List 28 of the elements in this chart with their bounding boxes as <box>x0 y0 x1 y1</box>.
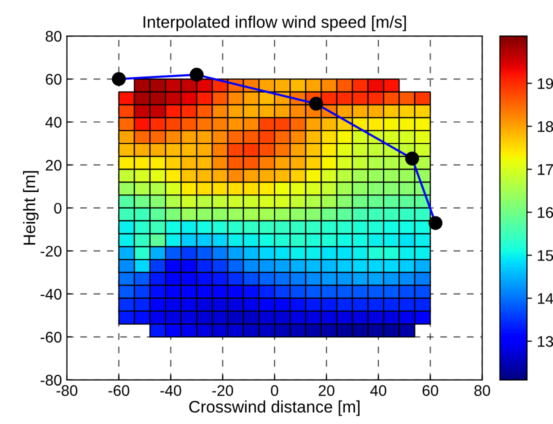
color-bar-label: 14 <box>538 293 553 304</box>
x-tick-label: 0 <box>270 385 278 396</box>
y-tick-label: 80 <box>46 30 62 42</box>
y-tick-label: -20 <box>40 246 62 257</box>
x-tick-label: 40 <box>370 385 386 396</box>
color-bar-label: 17 <box>538 164 553 175</box>
y-tick-label: -60 <box>40 332 62 343</box>
x-tick-label: -60 <box>108 385 130 396</box>
y-axis-title: Height [m] <box>23 171 39 245</box>
x-tick-label: 20 <box>318 385 334 396</box>
y-tick-label: 0 <box>54 202 62 214</box>
color-bar-label: 15 <box>538 250 553 261</box>
x-tick-label: -80 <box>56 385 78 396</box>
color-bar-label: 13 <box>538 336 553 347</box>
x-tick-label: 80 <box>474 385 490 396</box>
y-tick-label: -80 <box>40 374 62 386</box>
x-tick-label: -40 <box>160 385 182 396</box>
color-bar-label: 16 <box>538 207 553 218</box>
x-tick-label: 60 <box>422 385 438 396</box>
y-tick-label: -40 <box>40 288 62 300</box>
y-tick-label: 40 <box>45 116 62 128</box>
y-tick-label: 60 <box>46 74 62 85</box>
x-tick-label: -20 <box>212 385 234 396</box>
chart-title: Interpolated inflow wind speed [m/s] <box>144 16 406 32</box>
y-tick-label: 20 <box>46 160 62 171</box>
color-bar-label: 19 <box>538 78 553 90</box>
color-bar-label: 18 <box>538 121 553 132</box>
x-axis-title: Crosswind distance [m] <box>189 400 360 416</box>
